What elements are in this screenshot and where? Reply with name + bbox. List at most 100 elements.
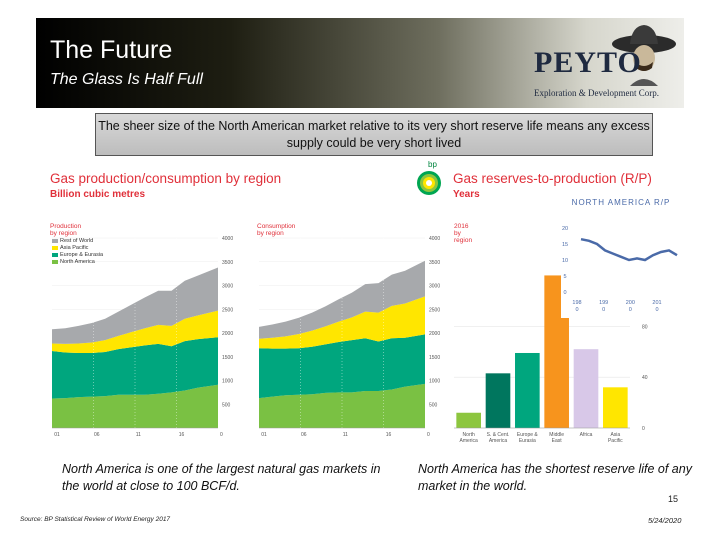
north-america-rp-inset: NORTH AMERICA R/P 0 5 10 15 20 198 0 199 0 200 0 20… bbox=[561, 194, 681, 318]
x-tick-label: 01 bbox=[54, 432, 60, 438]
left-caption: North America is one of the largest natu… bbox=[62, 462, 381, 493]
y-tick-label: 3500 bbox=[222, 260, 233, 266]
x-tick-label: 199 bbox=[599, 300, 608, 306]
consumption-chart: 500 1000 1500 2000 2500 3000 3500 4000 01 06 11 16 0 bbox=[259, 236, 440, 438]
category-label: Asia bbox=[610, 432, 620, 438]
x-tick-label: 11 bbox=[343, 432, 348, 438]
legend-swatch bbox=[52, 245, 58, 250]
x-tick-label: 0 bbox=[220, 432, 223, 438]
category-label: Europe & bbox=[517, 432, 539, 438]
legend-label: Europe & Eurasia bbox=[60, 252, 104, 258]
y-tick-label: 10 bbox=[562, 258, 568, 264]
y-tick-label: 1500 bbox=[222, 355, 233, 361]
reserves-panel-title: 2016 by region bbox=[454, 223, 473, 244]
x-tick-label: 01 bbox=[261, 432, 267, 438]
x-tick-label: 16 bbox=[386, 432, 392, 438]
x-tick-label: 0 bbox=[575, 307, 578, 313]
category-label: Eurasia bbox=[519, 438, 536, 444]
y-tick-label: 15 bbox=[562, 242, 568, 248]
bar bbox=[603, 387, 628, 428]
legend-item: Asia Pacific bbox=[52, 245, 103, 252]
legend-item: Rest of World bbox=[52, 238, 103, 245]
x-tick-label: 0 bbox=[629, 307, 632, 313]
area-rest-of-world bbox=[52, 267, 218, 344]
page-number: 15 bbox=[668, 494, 679, 504]
y-tick-label: 3000 bbox=[222, 284, 233, 290]
y-tick-label: 0 bbox=[642, 426, 645, 432]
x-tick-label: 0 bbox=[655, 307, 658, 313]
production-chart: 500 1000 1500 2000 2500 3000 3500 4000 01 06 11 16 0 bbox=[52, 236, 233, 438]
y-tick-label: 20 bbox=[562, 226, 568, 232]
right-chart-subtitle: Years bbox=[453, 189, 480, 200]
right-caption: North America has the shortest reserve l… bbox=[418, 462, 692, 493]
right-chart-title: Gas reserves-to-production (R/P) bbox=[453, 171, 652, 186]
legend-item: Europe & Eurasia bbox=[52, 252, 103, 259]
x-tick-label: 0 bbox=[427, 432, 430, 438]
category-label: Africa bbox=[580, 432, 593, 438]
logo-wordmark: PEYTO bbox=[534, 46, 642, 79]
slide-date: 5/24/2020 bbox=[648, 516, 682, 525]
y-tick-label: 2000 bbox=[222, 331, 233, 337]
category-label: East bbox=[552, 438, 563, 444]
source-note: Source: BP Statistical Review of World E… bbox=[20, 516, 171, 523]
y-tick-label: 3500 bbox=[429, 260, 440, 266]
category-label: Middle bbox=[549, 432, 564, 438]
legend-swatch bbox=[52, 259, 58, 264]
cowboy-logo-icon bbox=[612, 25, 676, 86]
x-tick-label: 0 bbox=[602, 307, 605, 313]
production-panel-title: Production by region bbox=[50, 223, 82, 237]
bar bbox=[573, 349, 599, 428]
x-tick-label: 06 bbox=[94, 432, 100, 438]
y-tick-label: 4000 bbox=[429, 236, 440, 242]
peyto-logo: PEYTO Exploration & Development Corp. bbox=[530, 22, 680, 106]
y-tick-label: 0 bbox=[563, 290, 566, 296]
x-tick-label: 200 bbox=[626, 300, 635, 306]
y-tick-label: 1000 bbox=[222, 379, 233, 385]
legend-label: Rest of World bbox=[60, 238, 94, 244]
y-tick-label: 5 bbox=[563, 274, 566, 280]
category-label: S. & Cent. bbox=[487, 432, 510, 438]
y-tick-label: 2000 bbox=[429, 331, 440, 337]
category-label: America bbox=[489, 438, 508, 444]
y-tick-label: 2500 bbox=[429, 307, 440, 313]
title-banner: The Future The Glass Is Half Full PEYTO … bbox=[36, 18, 684, 108]
legend-swatch bbox=[52, 252, 58, 257]
x-tick-label: 16 bbox=[179, 432, 185, 438]
x-tick-label: 201 bbox=[652, 300, 661, 306]
y-tick-label: 40 bbox=[642, 375, 648, 381]
consumption-panel-title: Consumption by region bbox=[257, 223, 296, 237]
callout-box: The sheer size of the North American mar… bbox=[95, 113, 653, 156]
chart-legend: Rest of World Asia Pacific Europe & Eura… bbox=[52, 238, 103, 266]
left-chart-title: Gas production/consumption by region bbox=[50, 171, 282, 186]
x-tick-label: 11 bbox=[136, 432, 141, 438]
y-tick-label: 500 bbox=[429, 402, 438, 408]
inset-title: NORTH AMERICA R/P bbox=[571, 198, 671, 207]
y-tick-label: 3000 bbox=[429, 284, 440, 290]
y-tick-label: 4000 bbox=[222, 236, 233, 242]
slide-title: The Future bbox=[50, 36, 173, 64]
category-label: America bbox=[459, 438, 478, 444]
y-tick-label: 1000 bbox=[429, 379, 440, 385]
series-line bbox=[580, 237, 678, 262]
legend-item: North America bbox=[52, 259, 103, 266]
category-label: Pacific bbox=[608, 438, 623, 444]
legend-swatch bbox=[52, 238, 58, 243]
y-tick-label: 1500 bbox=[429, 355, 440, 361]
legend-label: Asia Pacific bbox=[60, 245, 89, 251]
x-tick-label: 198 bbox=[572, 300, 581, 306]
bp-logo-icon: bp bbox=[417, 160, 441, 195]
bar bbox=[515, 352, 540, 428]
bar bbox=[485, 373, 511, 428]
bp-label: bp bbox=[428, 160, 437, 169]
slide-subtitle: The Glass Is Half Full bbox=[50, 71, 203, 88]
category-label: North bbox=[463, 432, 475, 438]
y-tick-label: 2500 bbox=[222, 307, 233, 313]
y-tick-label: 500 bbox=[222, 402, 231, 408]
x-tick-label: 06 bbox=[301, 432, 307, 438]
y-tick-label: 80 bbox=[642, 324, 648, 330]
logo-tagline: Exploration & Development Corp. bbox=[534, 88, 659, 98]
bar bbox=[456, 412, 481, 428]
left-chart-subtitle: Billion cubic metres bbox=[50, 189, 146, 200]
